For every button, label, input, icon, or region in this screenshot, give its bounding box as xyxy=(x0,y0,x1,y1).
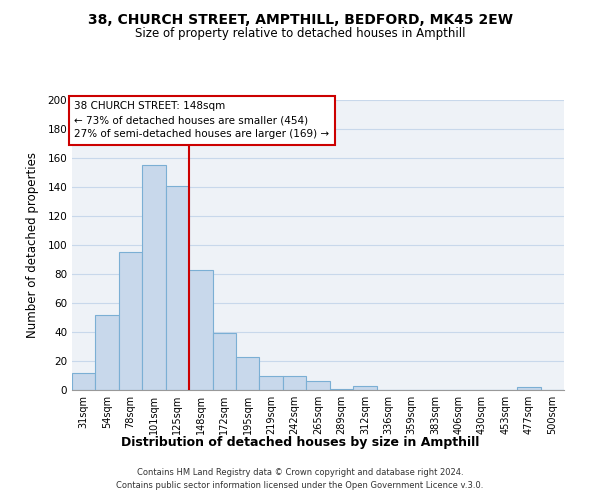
Bar xyxy=(283,376,306,390)
Text: 38, CHURCH STREET, AMPTHILL, BEDFORD, MK45 2EW: 38, CHURCH STREET, AMPTHILL, BEDFORD, MK… xyxy=(88,12,512,26)
Bar xyxy=(119,252,142,390)
Bar xyxy=(72,372,95,390)
Text: Contains HM Land Registry data © Crown copyright and database right 2024.: Contains HM Land Registry data © Crown c… xyxy=(137,468,463,477)
Bar xyxy=(353,386,377,390)
Y-axis label: Number of detached properties: Number of detached properties xyxy=(26,152,39,338)
Bar xyxy=(259,376,283,390)
Bar xyxy=(330,388,353,390)
Bar xyxy=(166,186,189,390)
Bar xyxy=(189,270,212,390)
Bar xyxy=(517,387,541,390)
Bar xyxy=(142,165,166,390)
Bar xyxy=(212,334,236,390)
Text: Distribution of detached houses by size in Ampthill: Distribution of detached houses by size … xyxy=(121,436,479,449)
Bar xyxy=(236,356,259,390)
Bar xyxy=(306,382,330,390)
Text: 38 CHURCH STREET: 148sqm
← 73% of detached houses are smaller (454)
27% of semi-: 38 CHURCH STREET: 148sqm ← 73% of detach… xyxy=(74,102,329,140)
Bar xyxy=(95,314,119,390)
Text: Contains public sector information licensed under the Open Government Licence v.: Contains public sector information licen… xyxy=(116,480,484,490)
Text: Size of property relative to detached houses in Ampthill: Size of property relative to detached ho… xyxy=(135,28,465,40)
